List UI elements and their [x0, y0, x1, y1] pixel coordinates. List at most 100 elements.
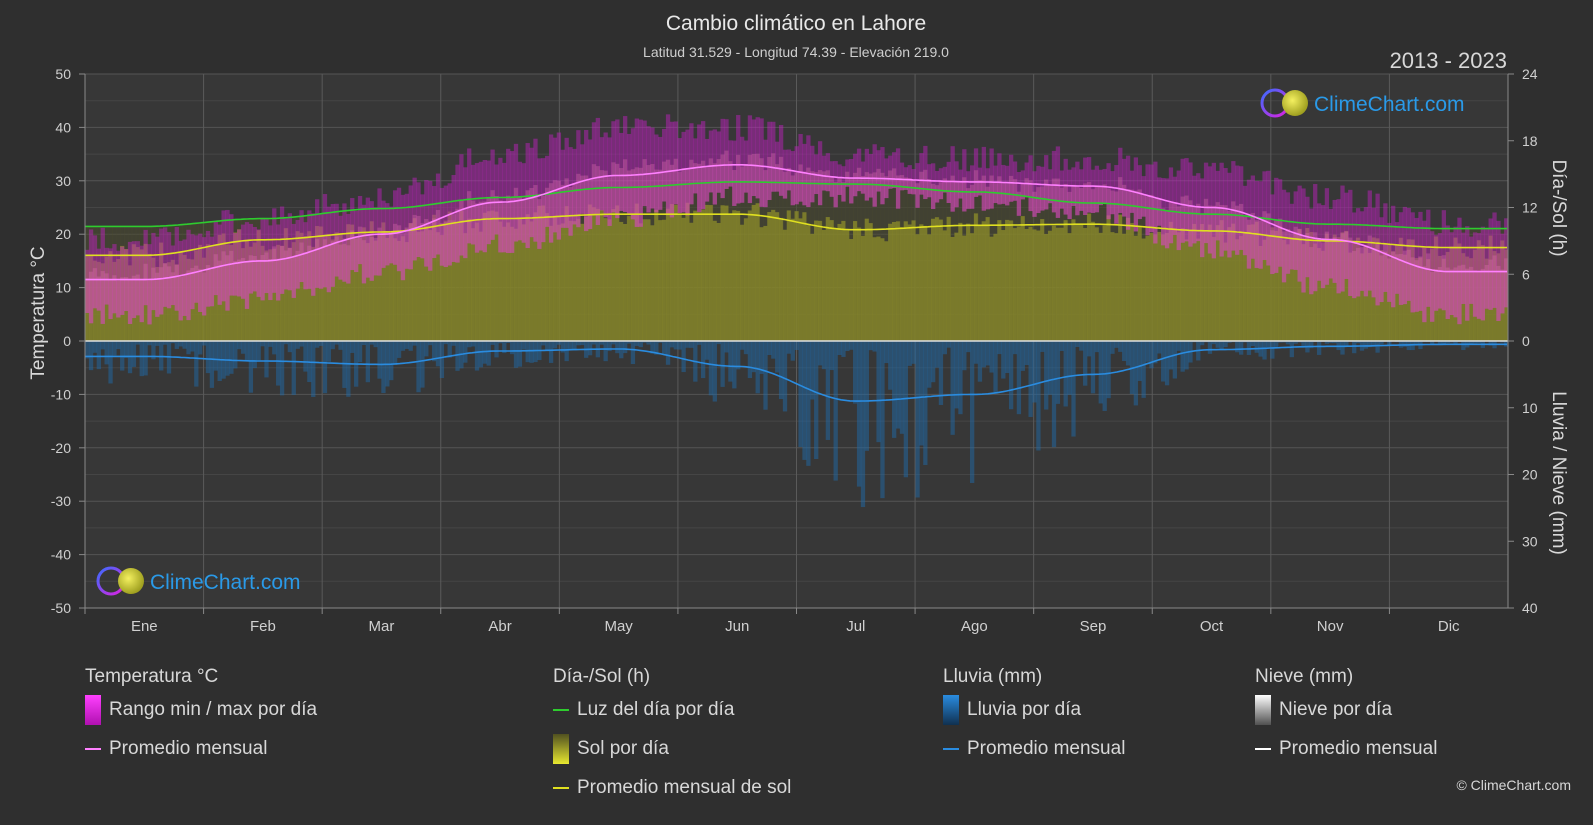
rain-day	[1289, 341, 1294, 358]
rain-day	[1227, 341, 1232, 343]
sun-day	[689, 222, 694, 341]
temp-range-core-day	[127, 278, 133, 324]
rain-day	[1219, 341, 1224, 350]
rain-day	[112, 341, 117, 356]
temp-range-core-day	[233, 261, 238, 296]
sun-day	[907, 224, 912, 341]
temp-range-core-day	[1266, 213, 1271, 266]
sun-day	[810, 233, 815, 341]
temp-range-core-day	[1133, 190, 1139, 232]
rain-day	[661, 341, 667, 355]
temp-range-core-day	[365, 233, 370, 278]
rain-day	[272, 341, 277, 355]
sun-day	[400, 236, 406, 341]
sun-day	[1219, 220, 1224, 341]
sun-day	[1449, 246, 1454, 341]
temp-range-day	[389, 206, 394, 264]
temp-range-day	[1414, 217, 1419, 312]
rain-day	[1211, 341, 1217, 345]
sun-day	[482, 212, 487, 341]
legend-temp: Temperatura °C Rango min / max por día P…	[85, 664, 317, 768]
temp-range-core-day	[392, 223, 398, 265]
sun-day	[821, 229, 827, 341]
rain-day	[814, 341, 819, 460]
sun-day	[194, 250, 199, 341]
rain-day	[739, 341, 745, 350]
sun-day	[1207, 224, 1213, 341]
temp-range-day	[642, 120, 647, 207]
y-right-bottom-label: Lluvia / Nieve (mm)	[1548, 391, 1569, 555]
temp-range-day	[412, 177, 417, 261]
temp-range-core-day	[1469, 266, 1474, 304]
rain-day	[548, 341, 554, 363]
temp-range-day	[408, 185, 413, 270]
rain-day	[194, 341, 199, 387]
rain-day	[747, 341, 753, 379]
temp-range-core-day	[634, 167, 640, 227]
temp-range-core-day	[1500, 269, 1505, 314]
rain-day	[1145, 341, 1150, 362]
temp-range-day	[1079, 169, 1084, 211]
sun-day	[1398, 237, 1404, 341]
legend-temp-title: Temperatura °C	[85, 666, 219, 687]
rain-day	[712, 341, 717, 402]
sun-day	[416, 231, 421, 341]
sun-day	[1270, 227, 1275, 341]
temp-range-day	[537, 158, 542, 249]
temp-range-day	[338, 215, 343, 280]
rain-day	[1355, 341, 1361, 344]
rain-day	[303, 341, 308, 372]
y-left-tick-label: -40	[51, 547, 71, 563]
temp-range-day	[1324, 188, 1330, 285]
rain-day	[580, 341, 585, 346]
rain-day	[599, 341, 604, 345]
sun-day	[759, 227, 764, 341]
rain-day	[408, 341, 413, 351]
temp-range-day	[201, 237, 207, 316]
temp-range-day	[120, 246, 125, 315]
sun-day	[92, 260, 98, 341]
rain-day	[587, 341, 593, 356]
temp-range-core-day	[541, 195, 546, 243]
temp-range-day	[1168, 167, 1174, 244]
temp-range-core-day	[1414, 260, 1419, 312]
temp-range-core-day	[1238, 203, 1244, 250]
sun-day	[903, 221, 909, 341]
temp-range-core-day	[389, 232, 394, 264]
temp-range-core-day	[279, 245, 285, 294]
sun-day	[170, 259, 176, 341]
temp-range-day	[1059, 170, 1064, 209]
rain-day	[1180, 341, 1185, 372]
sun-day	[915, 234, 920, 341]
sun-day	[1359, 253, 1365, 341]
rain-day	[1367, 341, 1372, 348]
temp-range-day	[966, 171, 971, 209]
temp-range-day	[798, 133, 803, 202]
temp-range-day	[322, 194, 328, 288]
temp-range-core-day	[276, 258, 281, 301]
sun-day	[237, 229, 242, 341]
sun-day	[159, 242, 164, 341]
rain-day	[513, 341, 519, 368]
temp-range-day	[318, 214, 324, 289]
sun-day	[1125, 217, 1131, 341]
temp-range-day	[455, 164, 460, 263]
temp-range-day	[1352, 212, 1357, 299]
temp-range-core-day	[1316, 238, 1322, 281]
temp-range-core-day	[240, 257, 246, 299]
sun-day	[435, 232, 441, 341]
sun-day	[946, 216, 951, 341]
temp-range-day	[985, 168, 990, 210]
sun-day	[431, 214, 437, 341]
rain-day	[1324, 341, 1330, 344]
temp-range-day	[1258, 181, 1263, 269]
temp-range-day	[1051, 150, 1057, 213]
rain-day	[1262, 341, 1267, 360]
rain-day	[451, 341, 456, 346]
temp-range-core-day	[1426, 253, 1431, 307]
temp-range-day	[1211, 162, 1217, 259]
rain-day	[973, 341, 979, 364]
legend-snow-avg-label: Promedio mensual	[1279, 737, 1438, 759]
rain-day	[420, 341, 425, 388]
sun-day	[681, 217, 686, 341]
